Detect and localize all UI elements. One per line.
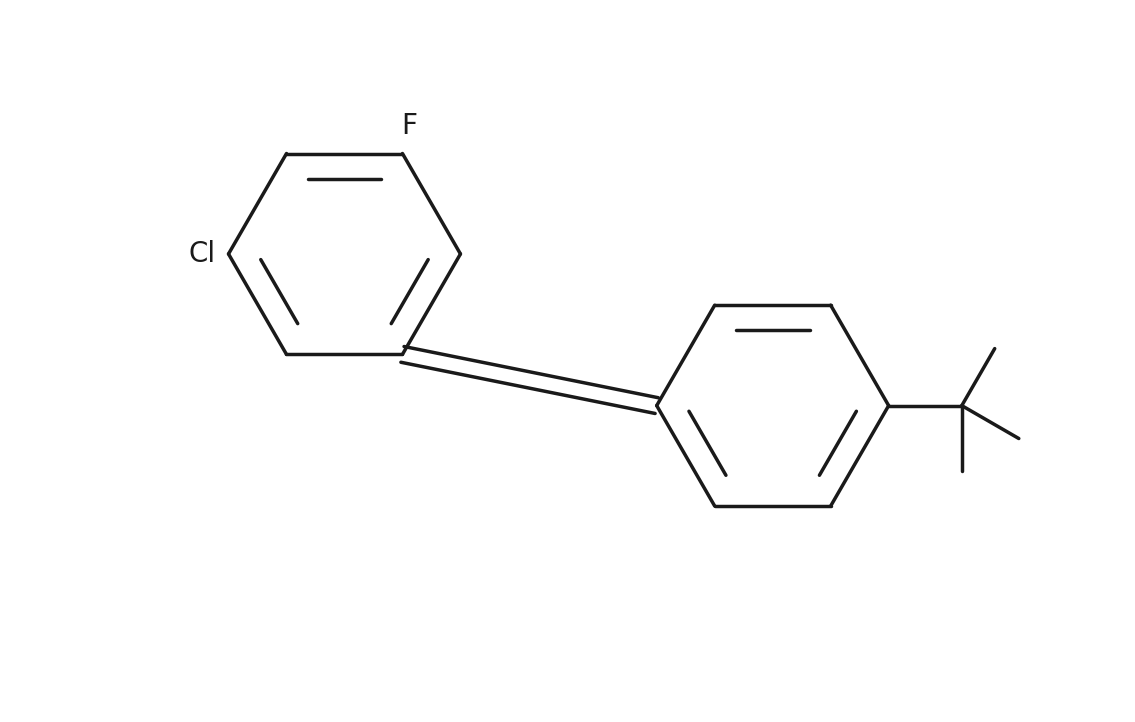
Text: Cl: Cl: [188, 240, 216, 268]
Text: F: F: [402, 112, 418, 140]
